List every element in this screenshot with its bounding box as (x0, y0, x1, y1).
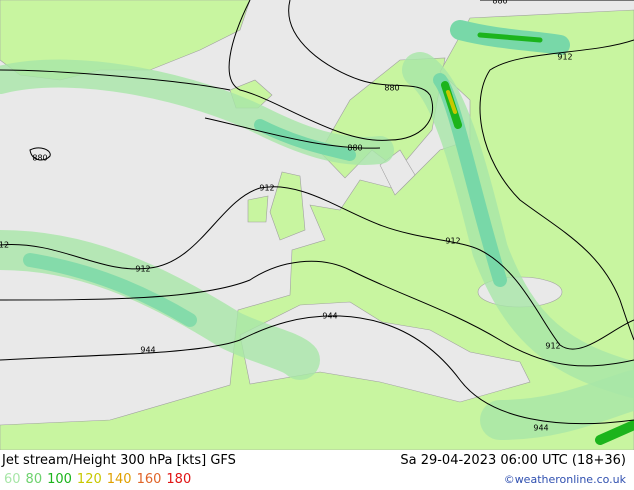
jet-streams (0, 20, 634, 445)
contour-label: 912 (557, 53, 572, 62)
jet-band (23, 253, 197, 327)
contour-label: 880 (32, 154, 47, 163)
legend-item: 160 (136, 472, 162, 487)
credit: ©weatheronline.co.uk (503, 473, 626, 486)
jet-band (0, 230, 320, 380)
jet-core (595, 420, 634, 445)
legend: 60 80 100 120 140 160 180 (4, 472, 196, 487)
legend-item: 80 (25, 472, 43, 487)
contour (0, 69, 381, 149)
jet-band (254, 119, 356, 161)
contour-label: 912 (259, 184, 274, 193)
height-contours (0, 0, 634, 425)
legend-item: 100 (47, 472, 72, 487)
contour (0, 186, 634, 350)
britain (269, 171, 306, 241)
contour-labels: 880 880 880 880 912 912 912 912 12 912 944 944 944 (0, 0, 573, 433)
contour-label: 880 (384, 84, 399, 93)
map: 880 880 880 880 912 912 912 912 12 912 944 944 944 (0, 0, 634, 450)
legend-item: 60 (4, 472, 21, 487)
contour-label: 912 (135, 265, 150, 274)
contour (0, 315, 634, 425)
ireland (247, 195, 269, 223)
contour-label: 12 (0, 241, 9, 250)
jet-core (446, 90, 457, 114)
contour (228, 0, 434, 141)
contour-label: 944 (533, 424, 548, 433)
contour-label: 880 (347, 144, 362, 153)
legend-item: 140 (106, 472, 132, 487)
contour-label: 912 (545, 342, 560, 351)
datetime: Sa 29-04-2023 06:00 UTC (18+36) (400, 453, 626, 468)
legend-item: 180 (166, 472, 192, 487)
contour (0, 260, 634, 367)
baltic (379, 149, 416, 196)
legend-item: 120 (76, 472, 102, 487)
contour-label: 912 (445, 237, 460, 246)
contour (479, 0, 634, 341)
contour-label: 944 (140, 346, 155, 355)
jet-core (477, 32, 543, 43)
title: Jet stream/Height 300 hPa [kts] GFS (2, 453, 236, 468)
contour-label: 880 (492, 0, 507, 6)
contour (29, 147, 51, 161)
contour-label: 944 (322, 312, 337, 321)
jet-band (480, 370, 634, 440)
